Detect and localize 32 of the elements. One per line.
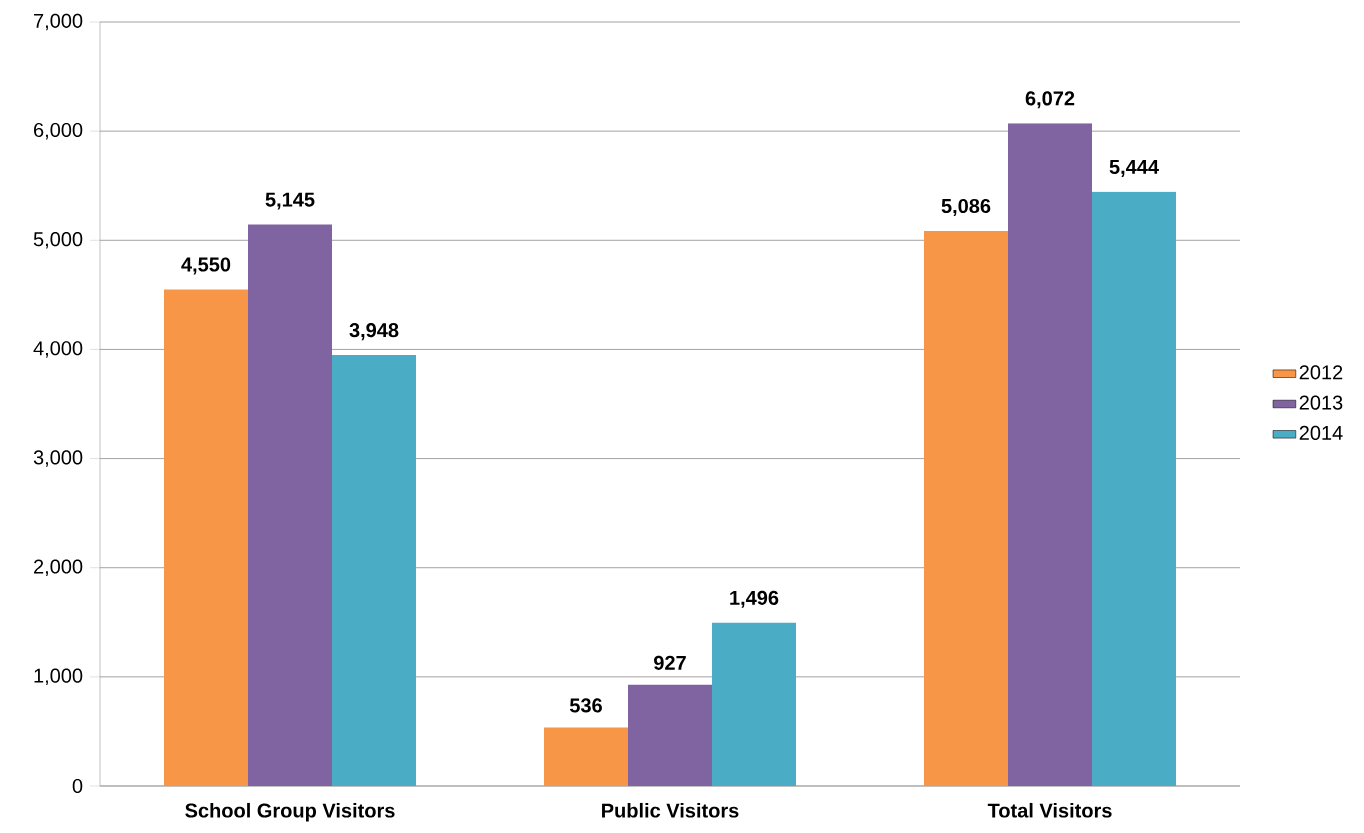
y-tick-label: 4,000	[33, 341, 83, 358]
data-label: 5,086	[941, 198, 991, 216]
legend-label: 2013	[1299, 395, 1343, 410]
y-tick-label: 1,000	[34, 668, 83, 686]
data-label: 1,496	[730, 590, 779, 608]
bar	[248, 224, 332, 786]
bar	[544, 727, 629, 786]
legend-label: 2012	[1299, 365, 1343, 380]
y-tick-label: 7,000	[34, 13, 83, 31]
data-label: 6,072	[1025, 91, 1075, 109]
y-tick-label: 6,000	[34, 122, 83, 140]
x-tick-label: Total Visitors	[987, 802, 1112, 818]
y-tick-label: 5,000	[33, 232, 83, 249]
bar	[712, 622, 796, 786]
bar	[164, 289, 248, 786]
data-label: 3,948	[349, 323, 399, 341]
data-label: 5,145	[265, 192, 315, 210]
bar	[628, 684, 712, 786]
x-tick-label: Public Visitors	[602, 802, 739, 818]
y-tick-label: 2,000	[34, 559, 83, 576]
legend-label: 2014	[1299, 425, 1343, 440]
bar	[1092, 191, 1177, 786]
data-label: 536	[569, 698, 602, 713]
bar	[332, 355, 416, 786]
data-label: 4,550	[181, 257, 231, 275]
y-tick-label: 3,000	[33, 450, 83, 467]
bar	[924, 230, 1009, 786]
y-tick-label: 0	[72, 778, 83, 794]
data-label: 927	[654, 655, 686, 670]
bar	[1008, 123, 1093, 786]
data-label: 5,444	[1109, 160, 1159, 177]
x-tick-label: School Group Visitors	[185, 802, 395, 822]
